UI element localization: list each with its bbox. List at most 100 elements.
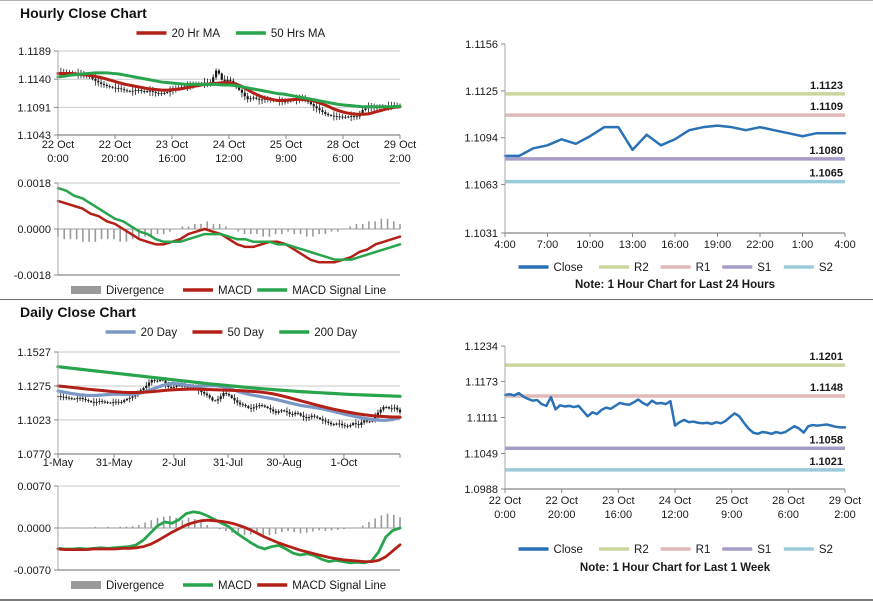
- chart-note: Note: 1 Hour Chart for Last 24 Hours: [575, 279, 775, 291]
- x-tick-label: 22:00: [746, 239, 774, 251]
- series-line-50-hrs-ma: [56, 71, 402, 109]
- x-tick-label: 6:00: [332, 153, 353, 165]
- series-line-20-hr-ma: [56, 71, 402, 116]
- legend-label: Close: [554, 262, 583, 274]
- legend-label: S2: [819, 262, 833, 274]
- x-tick-label: 9:00: [275, 153, 296, 165]
- y-tick-label: 1.1173: [465, 376, 498, 388]
- legend-label: MACD: [218, 580, 252, 592]
- y-tick-label: 0.0000: [17, 224, 51, 236]
- y-tick-label: 1.1031: [464, 228, 498, 240]
- legend-label: R2: [634, 544, 649, 556]
- hourly-section: Hourly Close Chart 1.1189 1.1140 1.1091 1.1…: [0, 1, 873, 300]
- y-tick-label: 1.1094: [464, 133, 498, 145]
- level-label-s2: 1.1065: [809, 168, 843, 180]
- legend-label: R1: [696, 544, 711, 556]
- level-label-r2: 1.1201: [809, 351, 843, 363]
- x-tick-label: 12:00: [215, 153, 243, 165]
- x-tick-label: 0:00: [47, 153, 68, 165]
- y-tick-label: -0.0070: [14, 565, 51, 577]
- y-tick-label: 1.1189: [18, 46, 51, 58]
- y-tick-label: 0.0000: [17, 523, 51, 535]
- y-tick-label: 1.1527: [17, 347, 51, 359]
- series-line-close: [503, 124, 847, 158]
- level-label-r1: 1.1109: [810, 101, 843, 113]
- x-tick-label: 28 Oct: [772, 495, 804, 507]
- x-tick-label: 4:00: [494, 239, 515, 251]
- x-tick-label: 20:00: [101, 153, 129, 165]
- x-tick-label: 29 Oct: [829, 495, 861, 507]
- legend-label: 20 Hr MA: [171, 28, 220, 40]
- x-tick-label: 13:00: [619, 239, 647, 251]
- x-tick-label: 28 Oct: [327, 139, 359, 151]
- y-tick-label: -0.0018: [14, 270, 51, 282]
- x-tick-label: 30-Aug: [266, 457, 301, 468]
- x-tick-label: 31-May: [96, 457, 133, 468]
- legend-label: MACD Signal Line: [292, 580, 386, 592]
- x-tick-label: 0:00: [494, 509, 515, 521]
- x-tick-label: 12:00: [661, 509, 689, 521]
- daily-macd-chart: 0.0070 0.0000 -0.0070 Divergence MACD MACD Si…: [14, 481, 402, 592]
- x-tick-label: 22 Oct: [545, 495, 577, 507]
- y-tick-label: 1.1140: [18, 74, 51, 86]
- x-tick-label: 20:00: [548, 509, 576, 521]
- x-tick-label: 1:00: [792, 239, 813, 251]
- x-tick-label: 31-Jul: [213, 457, 243, 468]
- hourly-right-column: 1.1156 1.1125 1.1094 1.1063 1.1031 4:00 7:00 10…: [436, 1, 873, 299]
- y-tick-label: 1.0988: [464, 484, 498, 496]
- x-tick-label: 4:00: [834, 239, 855, 251]
- x-tick-label: 2:00: [834, 509, 855, 521]
- legend-label: S1: [757, 544, 771, 556]
- hourly-left-column: Hourly Close Chart 1.1189 1.1140 1.1091 1.1…: [0, 1, 436, 299]
- level-label-r1: 1.1148: [810, 382, 843, 394]
- y-tick-label: 1.1049: [464, 449, 498, 461]
- y-tick-label: 0.0018: [17, 178, 51, 190]
- y-tick-label: 1.1125: [465, 86, 498, 98]
- daily-right-column: 1.1234 1.1173 1.1111 1.1049 1.0988 22 Oct 0:00…: [436, 300, 873, 597]
- x-tick-label: 10:00: [576, 239, 604, 251]
- series-line-200-day: [56, 365, 402, 398]
- y-tick-label: 1.1111: [467, 413, 498, 425]
- series-line-macd: [56, 199, 402, 264]
- legend-label: R2: [634, 262, 649, 274]
- x-tick-label: 16:00: [158, 153, 186, 165]
- x-tick-label: 24 Oct: [659, 495, 691, 507]
- series-line-20-day: [56, 381, 402, 422]
- hourly-macd-chart: 0.0018 0.0000 -0.0018 Divergence MACD MACD Si…: [14, 178, 402, 297]
- legend-label: 50 Day: [227, 327, 264, 339]
- series-line-close: [503, 391, 847, 436]
- y-tick-label: 1.1275: [17, 381, 51, 393]
- legend-label: 20 Day: [141, 327, 178, 339]
- x-tick-label: 19:00: [704, 239, 732, 251]
- legend-label: Close: [554, 544, 583, 556]
- legend-swatch: [71, 286, 101, 294]
- x-tick-label: 22 Oct: [489, 495, 521, 507]
- legend-label: S2: [819, 544, 833, 556]
- hourly-section-title: Hourly Close Chart: [20, 5, 147, 21]
- legend-label: MACD: [218, 285, 252, 297]
- x-tick-label: 23 Oct: [602, 495, 634, 507]
- legend-label: MACD Signal Line: [292, 285, 386, 297]
- legend-swatch: [71, 581, 101, 589]
- x-tick-label: 1-Oct: [330, 457, 357, 468]
- x-tick-label: 1-May: [43, 457, 74, 468]
- x-tick-label: 23 Oct: [156, 139, 188, 151]
- y-tick-label: 1.1063: [464, 180, 498, 192]
- y-tick-label: 0.0070: [17, 481, 51, 493]
- x-tick-label: 9:00: [721, 509, 742, 521]
- x-tick-label: 22 Oct: [42, 139, 74, 151]
- x-tick-label: 24 Oct: [213, 139, 245, 151]
- x-tick-label: 6:00: [778, 509, 799, 521]
- x-tick-label: 25 Oct: [715, 495, 747, 507]
- level-label-s1: 1.1080: [809, 145, 843, 157]
- chart-note: Note: 1 Hour Chart for Last 1 Week: [580, 562, 771, 574]
- legend-label: R1: [696, 262, 711, 274]
- daily-section: Daily Close Chart 1.1527 1.1275 1.1023 1.07…: [0, 300, 873, 597]
- y-tick-label: 1.1156: [465, 39, 498, 51]
- y-tick-label: 1.1234: [464, 341, 498, 353]
